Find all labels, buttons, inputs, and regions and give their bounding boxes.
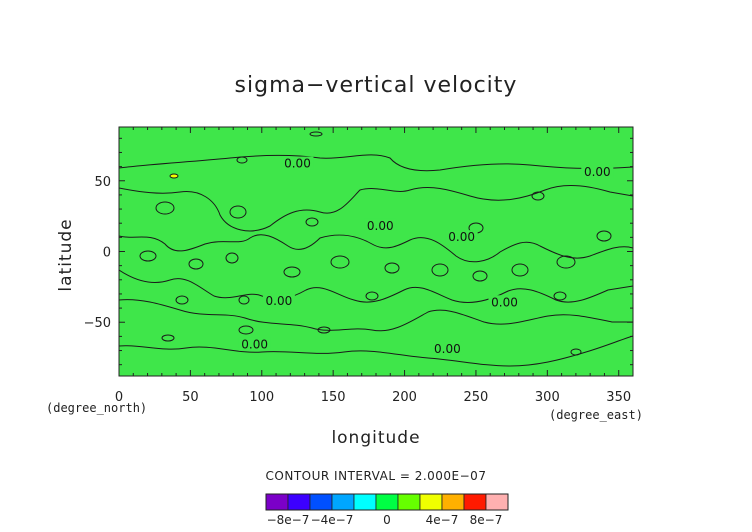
contour-label: 0.00 bbox=[584, 165, 611, 179]
contour-mid bbox=[119, 234, 633, 263]
colorbar-label: 0 bbox=[383, 513, 391, 527]
contour-label: 0.00 bbox=[241, 338, 268, 352]
contour-label: 0.00 bbox=[284, 157, 311, 171]
contour-label-bg bbox=[238, 337, 271, 351]
contour-island bbox=[317, 326, 331, 334]
x-unit-label: (degree_east) bbox=[549, 408, 643, 422]
contour-label: 0.00 bbox=[491, 295, 518, 309]
contour-label: 0.00 bbox=[367, 219, 394, 233]
contour-label-bg bbox=[262, 293, 295, 307]
x-tick-label: 300 bbox=[535, 390, 560, 405]
contour-island bbox=[384, 262, 400, 274]
contour-island bbox=[511, 263, 529, 277]
contour-north-lower bbox=[119, 185, 633, 232]
contour-island bbox=[188, 258, 204, 270]
colorbar-swatch bbox=[419, 493, 443, 511]
contour-south-deep bbox=[119, 335, 633, 367]
contour-island bbox=[238, 295, 250, 305]
colorbar-swatch bbox=[309, 493, 333, 511]
x-tick-label: 50 bbox=[182, 390, 199, 405]
contour-island bbox=[283, 266, 301, 278]
contour-island bbox=[553, 291, 567, 301]
colorbar-label: 4e−7 bbox=[426, 513, 459, 527]
contour-island bbox=[225, 252, 239, 264]
contour-interval: CONTOUR INTERVAL = 2.000E−07 bbox=[266, 469, 487, 483]
colorbar-swatch bbox=[485, 493, 509, 511]
contour-island bbox=[229, 205, 247, 219]
contour-island bbox=[330, 255, 350, 269]
contour-lines bbox=[119, 154, 633, 367]
colorbar-label: 8e−7 bbox=[470, 513, 503, 527]
y-axis: −50 0 50 bbox=[84, 137, 633, 366]
x-tick-label: 200 bbox=[392, 390, 417, 405]
x-tick-label: 250 bbox=[464, 390, 489, 405]
y-unit-label: (degree_north) bbox=[46, 401, 147, 415]
contour-label-bg bbox=[581, 165, 614, 179]
contour-label-bg bbox=[431, 341, 464, 355]
contour-south-mid bbox=[119, 269, 633, 303]
colorbar-swatch bbox=[397, 493, 421, 511]
contour-island bbox=[365, 291, 379, 301]
contour-label-bg bbox=[364, 218, 397, 232]
x-tick-label: 150 bbox=[321, 390, 346, 405]
y-tick-label: 50 bbox=[94, 175, 111, 190]
contour-island bbox=[169, 173, 179, 179]
contour-island bbox=[139, 250, 157, 262]
contour-island bbox=[472, 270, 488, 282]
contour-island bbox=[238, 325, 254, 335]
contour-north bbox=[119, 154, 633, 172]
y-tick-label: −50 bbox=[84, 316, 111, 331]
colorbar: −8e−7 −4e−7 0 4e−7 8e−7 bbox=[265, 493, 509, 527]
colorbar-swatch bbox=[463, 493, 487, 511]
contour-island bbox=[236, 156, 248, 164]
contour-label-bg bbox=[488, 295, 521, 309]
x-tick-label: 0 bbox=[115, 390, 123, 405]
colorbar-swatch bbox=[287, 493, 311, 511]
contour-island bbox=[431, 263, 449, 277]
x-axis-label: longitude bbox=[331, 428, 420, 448]
colorbar-frame bbox=[265, 493, 509, 511]
contour-label-bg bbox=[445, 230, 478, 244]
y-axis-label: latitude bbox=[56, 218, 76, 291]
colorbar-label: −4e−7 bbox=[311, 513, 354, 527]
contour-label: 0.00 bbox=[448, 230, 475, 244]
chart-title: sigma−vertical velocity bbox=[235, 73, 518, 98]
colorbar-swatch bbox=[265, 493, 289, 511]
plot-area bbox=[119, 127, 633, 376]
x-tick-label: 350 bbox=[606, 390, 631, 405]
y-tick-label: 0 bbox=[103, 246, 111, 261]
contour-south bbox=[119, 299, 633, 332]
contour-island bbox=[161, 334, 175, 342]
colorbar-label: −8e−7 bbox=[267, 513, 310, 527]
contour-label-bg bbox=[281, 156, 314, 170]
x-axis: 0 50 100 150 200 250 300 350 bbox=[115, 127, 631, 405]
contour-island bbox=[556, 255, 576, 269]
colorbar-swatch bbox=[441, 493, 465, 511]
contour-label: 0.00 bbox=[434, 342, 461, 356]
contour-island bbox=[531, 191, 545, 201]
colorbar-swatch bbox=[331, 493, 355, 511]
colorbar-swatch bbox=[353, 493, 377, 511]
contour-island bbox=[309, 131, 323, 137]
contour-island bbox=[305, 217, 319, 227]
contour-island bbox=[155, 201, 175, 215]
contour-island bbox=[175, 295, 189, 305]
contour-island bbox=[570, 348, 582, 356]
contour-label: 0.00 bbox=[266, 294, 293, 308]
x-tick-label: 100 bbox=[249, 390, 274, 405]
contour-labels: 0.00 0.00 0.00 0.00 0.00 0.00 0.00 0.00 bbox=[238, 156, 614, 356]
colorbar-swatch bbox=[375, 493, 399, 511]
contour-island bbox=[596, 230, 612, 242]
